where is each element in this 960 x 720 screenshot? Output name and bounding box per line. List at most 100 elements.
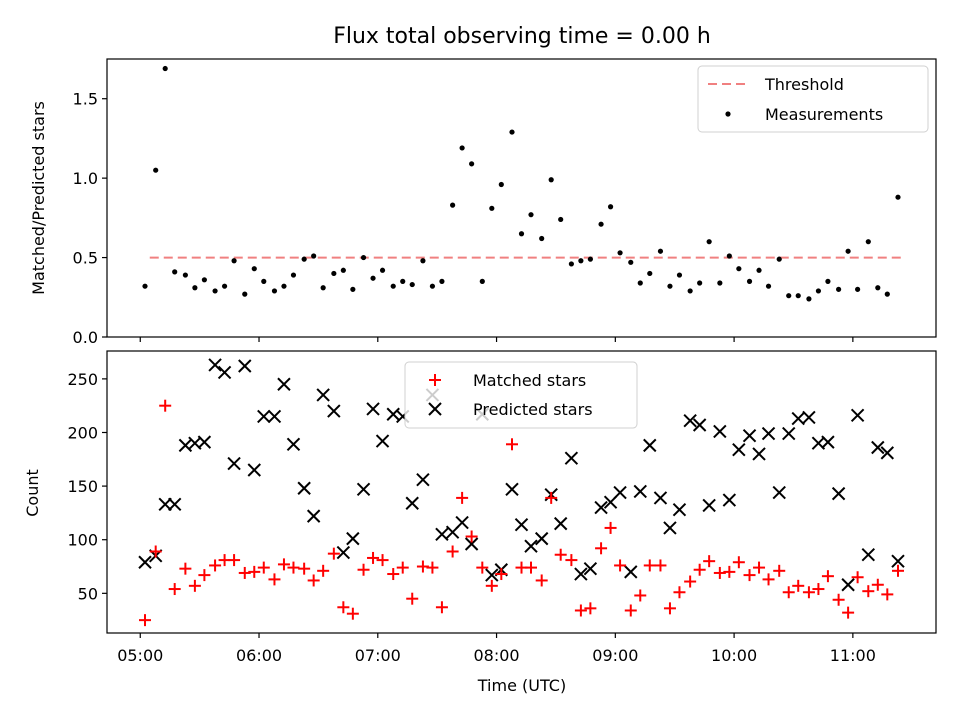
matched-star-point bbox=[634, 589, 647, 602]
legend-predicted-label: Predicted stars bbox=[473, 400, 593, 419]
predicted-star-point bbox=[594, 500, 608, 515]
measurement-point bbox=[379, 267, 386, 273]
predicted-star-point bbox=[850, 408, 865, 423]
predicted-star-point bbox=[336, 545, 351, 560]
predicted-star-point bbox=[435, 527, 449, 542]
measurement-point bbox=[311, 253, 317, 259]
predicted-star-point bbox=[514, 517, 529, 532]
predicted-star-point bbox=[624, 565, 638, 579]
legend-threshold-label: Threshold bbox=[764, 75, 844, 94]
bottom-legend: Matched stars Predicted stars bbox=[404, 361, 638, 429]
predicted-star-point bbox=[583, 561, 598, 576]
predicted-star-point bbox=[802, 410, 816, 425]
predicted-star-point bbox=[227, 456, 241, 471]
predicted-star-point bbox=[464, 537, 479, 551]
matched-star-point bbox=[821, 570, 834, 583]
matched-star-point bbox=[317, 564, 330, 577]
measurement-point bbox=[498, 181, 504, 188]
matched-star-point bbox=[376, 554, 389, 567]
predicted-star-point bbox=[633, 484, 647, 499]
predicted-star-point bbox=[505, 482, 519, 497]
measurement-point bbox=[182, 272, 188, 278]
matched-star-point bbox=[476, 561, 489, 574]
predicted-star-point bbox=[356, 482, 371, 497]
predicted-star-point bbox=[761, 426, 776, 441]
measurement-point bbox=[242, 291, 248, 297]
predicted-star-point bbox=[841, 578, 855, 592]
matched-star-point bbox=[802, 586, 815, 599]
matched-star-point bbox=[723, 565, 736, 578]
predicted-star-point bbox=[752, 447, 766, 461]
matched-star-point bbox=[584, 602, 597, 615]
x-tick-label: 07:00 bbox=[355, 646, 401, 665]
measurement-point bbox=[340, 267, 346, 273]
legend-measurements-label: Measurements bbox=[765, 105, 883, 124]
measurement-point bbox=[795, 293, 801, 299]
predicted-star-point bbox=[375, 434, 390, 448]
legend-matched-swatch bbox=[429, 374, 441, 386]
matched-star-point bbox=[327, 547, 340, 560]
measurement-point bbox=[429, 283, 436, 289]
predicted-star-point bbox=[713, 424, 727, 439]
x-tick-label: 11:00 bbox=[830, 646, 876, 665]
top-y-tick-label: 0.0 bbox=[73, 328, 98, 347]
matched-star-point bbox=[773, 564, 786, 577]
matched-star-point bbox=[663, 602, 676, 615]
bottom-y-tick-label: 50 bbox=[78, 584, 98, 603]
measurement-point bbox=[212, 288, 218, 294]
predicted-star-point bbox=[871, 440, 885, 455]
measurement-point bbox=[509, 129, 515, 135]
top-y-tick-label: 0.5 bbox=[73, 249, 98, 268]
matched-star-point bbox=[426, 561, 439, 574]
predicted-star-point bbox=[485, 568, 499, 582]
x-tick-label: 09:00 bbox=[592, 646, 638, 665]
measurement-point bbox=[676, 272, 683, 278]
measurement-point bbox=[667, 283, 673, 289]
predicted-star-point bbox=[821, 435, 835, 449]
legend-predicted-swatch bbox=[428, 402, 442, 416]
matched-star-point bbox=[762, 573, 775, 586]
x-tick-label: 10:00 bbox=[711, 646, 757, 665]
predicted-star-point bbox=[534, 531, 549, 546]
measurement-point bbox=[400, 278, 406, 284]
predicted-star-point bbox=[791, 411, 805, 426]
measurement-point bbox=[360, 254, 367, 261]
measurement-point bbox=[370, 275, 376, 281]
predicted-star-point bbox=[831, 486, 846, 501]
measurement-point bbox=[142, 283, 148, 289]
matched-star-point bbox=[387, 568, 400, 581]
measurement-point bbox=[231, 258, 237, 264]
predicted-star-point bbox=[208, 358, 222, 372]
matched-star-point bbox=[139, 614, 152, 627]
matched-star-point bbox=[307, 574, 320, 587]
predicted-star-point bbox=[782, 426, 796, 441]
measurement-point bbox=[221, 283, 228, 289]
matched-star-point bbox=[505, 438, 518, 451]
measurement-point bbox=[875, 285, 881, 291]
top-y-axis-label: Matched/Predicted stars bbox=[29, 101, 48, 295]
matched-star-point bbox=[435, 601, 448, 614]
bottom-panel: Count Time (UTC) 50 100 150 200 250 05:00 06:0… bbox=[23, 350, 937, 695]
matched-star-point bbox=[732, 556, 745, 569]
predicted-star-point bbox=[167, 497, 182, 512]
matched-star-point bbox=[703, 555, 716, 568]
measurement-point bbox=[726, 253, 732, 259]
matched-star-point bbox=[416, 560, 429, 573]
top-plot-frame bbox=[106, 58, 937, 338]
matched-star-point bbox=[881, 588, 894, 601]
measurement-point bbox=[786, 293, 792, 299]
measurement-point bbox=[578, 258, 584, 264]
predicted-star-point bbox=[653, 491, 668, 505]
matched-star-point bbox=[624, 604, 637, 617]
measurement-point bbox=[657, 248, 664, 254]
predicted-star-point bbox=[553, 516, 568, 531]
predicted-star-point bbox=[366, 402, 380, 416]
predicted-star-point bbox=[672, 502, 687, 517]
measurement-point bbox=[271, 288, 278, 294]
predicted-star-point bbox=[316, 388, 330, 402]
predicted-star-point bbox=[286, 437, 301, 451]
matched-star-point bbox=[298, 562, 311, 575]
matched-star-point bbox=[743, 569, 756, 582]
measurement-point bbox=[637, 280, 643, 286]
